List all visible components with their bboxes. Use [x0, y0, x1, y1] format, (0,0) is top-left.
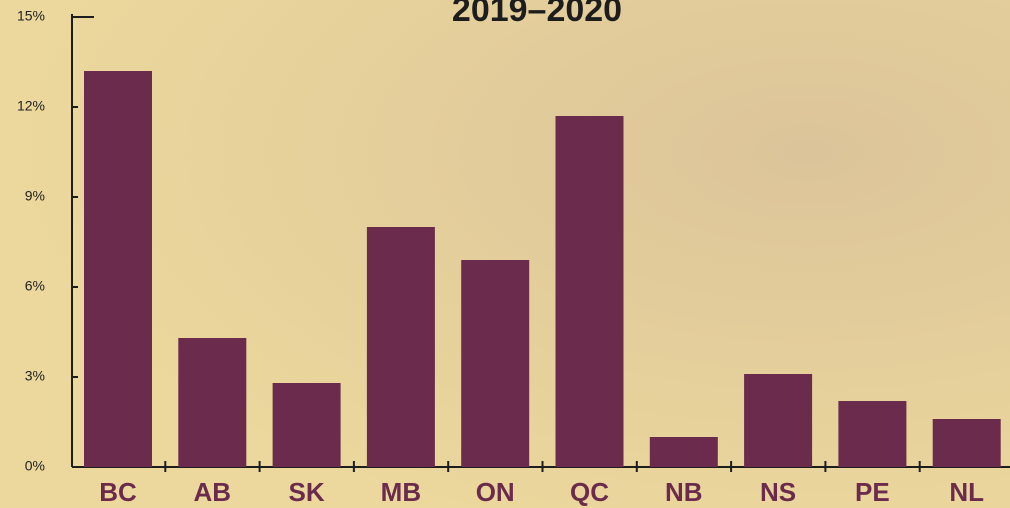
- bar: [744, 374, 812, 467]
- x-tick-label: AB: [194, 477, 232, 507]
- y-tick-label: 0%: [25, 458, 45, 474]
- x-tick-label: NB: [665, 477, 703, 507]
- bar: [178, 338, 246, 467]
- x-tick-label: BC: [99, 477, 137, 507]
- y-tick-label: 15%: [17, 8, 45, 24]
- x-tick-label: ON: [476, 477, 515, 507]
- y-tick-label: 12%: [17, 98, 45, 114]
- bar: [273, 383, 341, 467]
- bar: [650, 437, 718, 467]
- bar: [556, 116, 624, 467]
- x-tick-label: QC: [570, 477, 609, 507]
- bar: [461, 260, 529, 467]
- x-tick-label: NL: [949, 477, 984, 507]
- chart-title: 2019–2020: [452, 0, 622, 29]
- bar: [933, 419, 1001, 467]
- x-tick-label: SK: [289, 477, 325, 507]
- x-tick-label: NS: [760, 477, 796, 507]
- y-tick-label: 9%: [25, 188, 45, 204]
- page: 2019–2020 0% 3% 6% 9% 12% 15% BC AB SK MB ON QC NB NS…: [0, 0, 1010, 508]
- chart: 2019–2020 0% 3% 6% 9% 12% 15% BC AB SK MB ON QC NB NS…: [0, 0, 1010, 508]
- bar: [838, 401, 906, 467]
- x-tick-label: MB: [381, 477, 421, 507]
- bar: [84, 71, 152, 467]
- bar: [367, 227, 435, 467]
- y-tick-label: 6%: [25, 278, 45, 294]
- x-tick-label: PE: [855, 477, 890, 507]
- y-tick-label: 3%: [25, 368, 45, 384]
